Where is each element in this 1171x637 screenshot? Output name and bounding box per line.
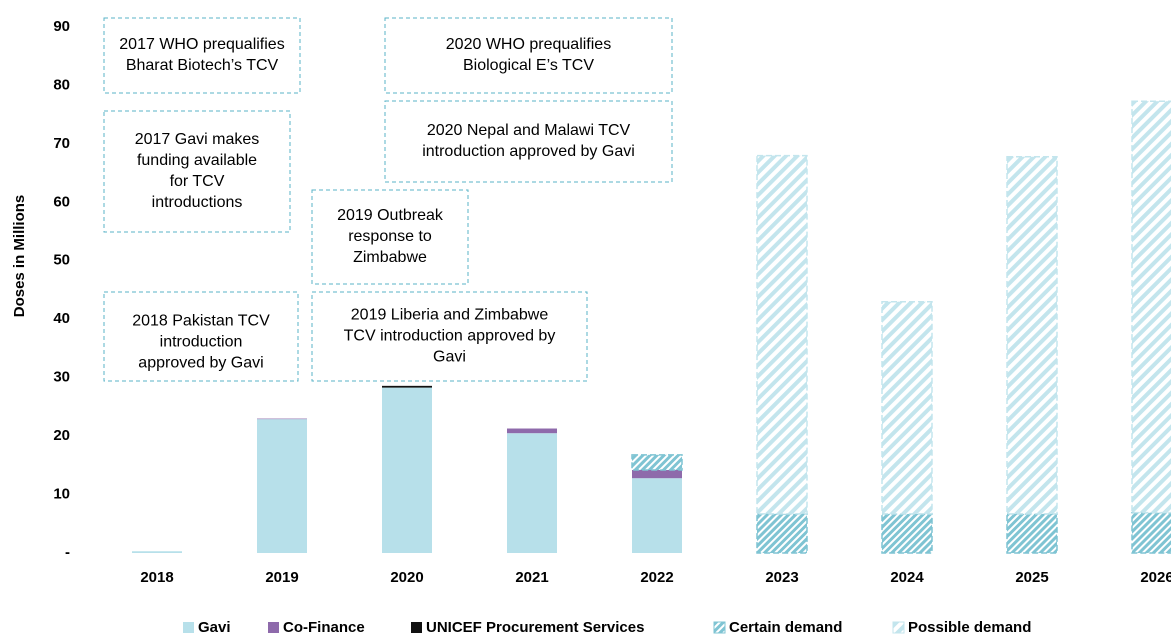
annotation-text: for TCV [170,173,225,190]
y-tick-label: 60 [53,193,70,210]
legend-swatch [713,621,726,634]
annotation-text: Gavi [433,349,466,366]
legend-label: Possible demand [908,619,1031,636]
annotation-text: response to [348,228,432,245]
x-tick-label: 2019 [265,569,298,586]
x-tick-label: 2024 [890,569,924,586]
x-tick-label: 2020 [390,569,423,586]
annotation-text: 2017 WHO prequalifies [119,36,284,53]
annotation-box [311,291,588,382]
bar-segment [132,551,182,553]
annotation-text: 2017 Gavi makes [135,131,260,148]
annotation-text: introductions [152,194,243,211]
x-tick-label: 2025 [1015,569,1048,586]
bar-segment [257,419,307,553]
x-tick-label: 2021 [515,569,548,586]
y-tick-label: 70 [53,135,70,152]
y-tick-label: 40 [53,310,70,327]
annotation-text: 2019 Outbreak [337,207,444,224]
y-tick-label: 50 [53,252,70,269]
legend-label: Co-Finance [283,619,365,636]
bar-segment [382,387,432,553]
annotation-box [103,110,291,233]
annotation-text: approved by Gavi [138,355,263,372]
bar-segment [1006,155,1058,515]
legend-swatch [268,622,279,633]
annotation-text: funding available [137,152,257,169]
annotation-text: Zimbabwe [353,249,427,266]
bar-segment [632,470,682,479]
bar-segment [631,454,683,471]
bar-segment [756,154,808,515]
bar-segment [1006,513,1058,554]
legend-label: Certain demand [729,619,842,636]
bar-segment [507,433,557,553]
y-axis-label: Doses in Millions [11,195,28,318]
annotation-text: 2020 Nepal and Malawi TCV [427,122,631,139]
y-tick-label: 10 [53,486,70,503]
annotation-text: introduction [160,334,243,351]
legend-label: UNICEF Procurement Services [426,619,644,636]
bar-segment [507,428,557,434]
bar-segment [1131,511,1171,554]
annotation-text: 2018 Pakistan TCV [132,313,270,330]
annotation-text: TCV introduction approved by [344,328,556,345]
legend-label: Gavi [198,619,231,636]
bar-segment [1131,100,1171,514]
legend-swatch [411,622,422,633]
bar-segment [881,300,933,515]
x-tick-label: 2018 [140,569,173,586]
annotation-box [384,100,673,183]
y-tick-label: 20 [53,427,70,444]
annotation-text: Biological E’s TCV [463,57,594,74]
bar-segment [881,513,933,554]
annotation-text: Bharat Biotech’s TCV [126,57,279,74]
legend-swatch [892,621,905,634]
annotation-box [311,189,469,285]
bar-segment [756,513,808,554]
annotation-box [103,291,299,382]
y-tick-label: 30 [53,369,70,386]
bar-segment [382,385,432,388]
bar-segment [632,478,682,553]
annotation-box [384,17,673,94]
bar-segment [257,418,307,420]
y-tick-label: - [65,544,70,561]
annotation-text: 2020 WHO prequalifies [446,36,611,53]
x-tick-label: 2023 [765,569,798,586]
annotation-text: introduction approved by Gavi [422,143,635,160]
y-tick-label: 90 [53,18,70,35]
y-tick-label: 80 [53,76,70,93]
annotation-box [103,17,301,94]
legend-swatch [183,622,194,633]
annotation-text: 2019 Liberia and Zimbabwe [351,307,549,324]
x-tick-label: 2026 [1140,569,1171,586]
x-tick-label: 2022 [640,569,673,586]
